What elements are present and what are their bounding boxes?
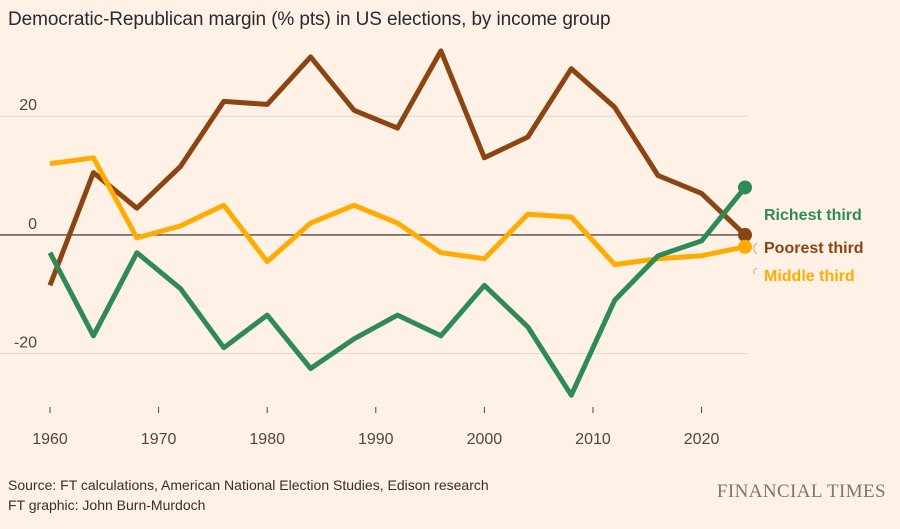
financial-times-logo: FINANCIAL TIMES: [716, 481, 886, 502]
source-note: Source: FT calculations, American Nation…: [8, 475, 489, 515]
x-axis: 1960 1970 1980 1990 2000 2010 2020: [32, 407, 719, 448]
y-tick-label: 0: [28, 216, 37, 233]
credit-line: FT graphic: John Burn-Murdoch: [8, 497, 206, 513]
x-tick-label: 1960: [32, 431, 68, 448]
series-labels: Richest third Poorest third Middle third: [753, 207, 864, 285]
leader-poorest: [753, 242, 758, 255]
source-line: Source: FT calculations, American Nation…: [8, 477, 489, 493]
series-line-richest-third: [47, 185, 747, 398]
leader-middle: [753, 267, 758, 274]
series-line-poorest-third: [47, 48, 747, 287]
y-axis: 20 0 -20: [14, 97, 37, 351]
series-label-richest-third: Richest third: [764, 207, 862, 224]
series-label-poorest-third: Poorest third: [764, 240, 864, 257]
series-lines: [47, 48, 752, 398]
x-tick-label: 2000: [467, 431, 503, 448]
gridlines: [0, 115, 748, 355]
series-endpoint-poorest-third: [738, 227, 752, 242]
x-tick-label: 1990: [358, 431, 394, 448]
x-tick-label: 1970: [141, 431, 177, 448]
y-tick-label: -20: [14, 335, 37, 352]
series-endpoint-middle-third: [738, 239, 752, 254]
series-endpoint-richest-third: [738, 180, 752, 195]
series-label-middle-third: Middle third: [764, 268, 855, 285]
x-tick-label: 2010: [575, 431, 611, 448]
x-tick-label: 1980: [249, 431, 285, 448]
chart-title: Democratic-Republican margin (% pts) in …: [8, 9, 611, 30]
x-tick-label: 2020: [684, 431, 720, 448]
y-tick-label: 20: [19, 97, 37, 114]
series-line-middle-third: [49, 155, 746, 268]
